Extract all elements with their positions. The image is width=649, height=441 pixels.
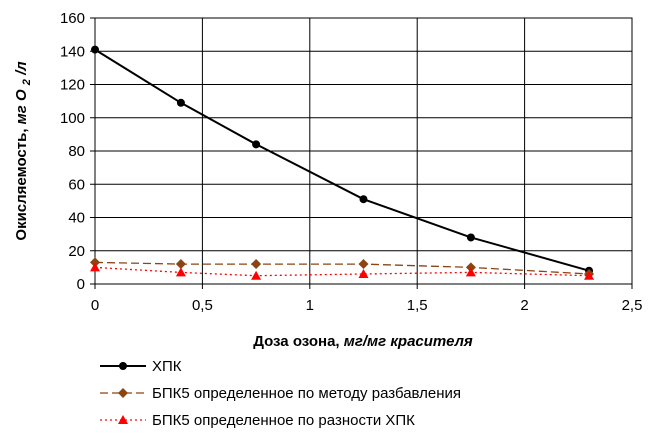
x-axis-title-unit: мг/мг красителя [344,333,473,350]
legend-swatch-marker [118,415,128,424]
series-3-point [584,270,595,280]
y-tick-label: 80 [68,143,85,160]
y-axis-title: Окисляемость, мг О 2 /л [13,61,34,241]
x-tick-label: 1,5 [407,297,428,314]
series-3 [90,262,595,280]
y-axis-title-unit-a: мг О [13,89,30,124]
series-2-point [358,259,369,270]
y-tick-label: 140 [60,43,85,60]
plot-frame [94,17,633,285]
series-1-point [176,98,185,107]
y-tick-label: 40 [68,210,85,227]
y-tick-label: 20 [68,243,85,260]
y-tick-label: 120 [60,77,85,94]
x-tick-label: 0,5 [192,297,213,314]
x-tick-label: 2 [520,297,528,314]
y-axis-title-main: Окисляемость, [13,124,30,240]
legend-item-2: БПК5 определенное по методу разбавления [100,385,461,402]
series-group [90,45,595,280]
y-tick-label: 0 [77,276,85,293]
series-3-point [251,270,262,280]
series-3-point [175,267,186,277]
series-3-point [358,269,369,279]
legend-item-1: ХПК [100,358,182,375]
x-axis-title: Доза озона, мг/мг красителя [253,333,473,350]
series-2-point [175,259,186,270]
series-2 [90,257,595,280]
y-axis-title-unit-b: /л [13,61,30,76]
series-1-point [91,45,99,54]
grid [90,17,633,289]
series-3-point [90,262,100,272]
series-1-point [466,233,475,242]
y-tick-labels: 0 20 40 60 80 100 120 140 160 [60,10,85,293]
legend-label: ХПК [152,358,182,375]
series-1 [91,45,594,275]
legend-swatch-marker [118,388,128,398]
series-2-point [251,259,262,270]
x-axis-title-main: Доза озона, [253,333,344,350]
series-1-point [359,195,368,204]
x-tick-labels: 0 0,5 1 1,5 2 2,5 [91,297,643,314]
series-3-point [465,267,476,277]
legend: ХПК БПК5 определенное по методу разбавлен… [100,358,461,429]
legend-item-3: БПК5 определенное по разности ХПК [100,412,415,429]
y-tick-label: 160 [60,10,85,27]
y-axis-title-unit-sub: 2 [21,79,33,86]
x-tick-label: 1 [306,297,314,314]
legend-label: БПК5 определенное по разности ХПК [152,412,415,429]
y-tick-label: 100 [60,110,85,127]
series-1-point [252,140,261,149]
y-tick-label: 60 [68,176,85,193]
series-3-line [94,266,590,277]
legend-swatch-marker [119,362,127,370]
x-tick-label: 0 [91,297,99,314]
x-tick-label: 2,5 [622,297,643,314]
series-1-line [94,48,590,272]
series-2-line [94,261,590,275]
legend-label: БПК5 определенное по методу разбавления [152,385,461,402]
